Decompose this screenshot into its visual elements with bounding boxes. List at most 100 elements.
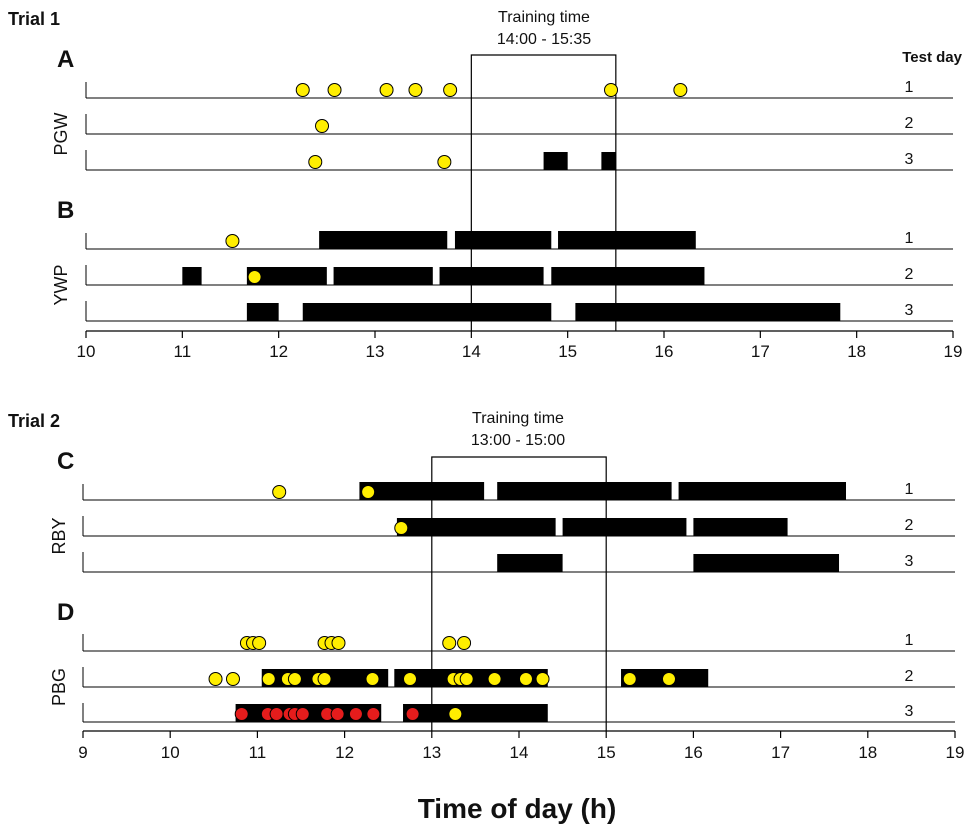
t1-x-tick-label-19: 19 (944, 342, 963, 361)
p-a-ylabel: PGW (51, 112, 71, 155)
p-d-day2-yellow-point-3 (261, 672, 276, 686)
t1-x-tick-label-13: 13 (366, 342, 385, 361)
training-title-trial-2: Training time (472, 410, 564, 427)
frame-layer (82, 54, 956, 738)
p-a-day1-yellow-point-5 (443, 83, 458, 97)
p-c-day3-label: 3 (905, 553, 914, 570)
p-d-day3-red-point-8 (330, 707, 345, 721)
p-d-day3-yellow-point-1 (448, 707, 463, 721)
p-c-day2-bar-3 (693, 518, 788, 536)
p-d-day3-red-point-11 (405, 707, 420, 721)
p-a-day1-yellow-point-2 (327, 83, 342, 97)
t1-x-tick-label-18: 18 (847, 342, 866, 361)
p-d-day2-label: 2 (905, 668, 914, 685)
bars-layer (182, 152, 846, 722)
p-d-day2-yellow-point-15 (535, 672, 550, 686)
p-a-day1-yellow-point-1 (295, 83, 310, 97)
p-b-day3-bar-2 (302, 303, 552, 321)
p-a-day1-yellow-point-3 (379, 83, 394, 97)
p-d-day2-yellow-point-5 (287, 672, 302, 686)
panel-a-letter: A (57, 46, 74, 73)
p-a-day1-yellow-point-7 (673, 83, 688, 97)
p-c-day1-yellow-point-1 (272, 485, 287, 499)
p-d-ylabel: PBG (49, 668, 69, 706)
p-b-day2-label: 2 (905, 266, 914, 283)
p-d-day2-yellow-point-12 (459, 672, 474, 686)
t2-x-tick-label-18: 18 (858, 743, 877, 762)
p-d-day1-yellow-point-7 (442, 636, 457, 650)
t2-x-tick-label-11: 11 (249, 743, 267, 762)
t2-x-tick-label-17: 17 (771, 743, 790, 762)
p-c-day2-bar-1 (396, 518, 556, 536)
t2-training-window (431, 456, 607, 731)
p-b-day2-bar-5 (551, 267, 705, 285)
p-d-day2-yellow-point-7 (317, 672, 332, 686)
trial-2-label: Trial 2 (8, 411, 60, 431)
p-b-day2-bar-1 (182, 267, 202, 285)
panel-b-letter: B (57, 197, 74, 224)
p-c-day1-bar-3 (678, 482, 846, 500)
p-d-day3-bar-2 (403, 704, 548, 722)
t1-x-tick-label-14: 14 (462, 342, 481, 361)
t2-x-tick-label-16: 16 (684, 743, 703, 762)
p-d-day2-yellow-point-8 (365, 672, 380, 686)
t2-x-tick-label-13: 13 (422, 743, 441, 762)
p-b-day3-label: 3 (905, 302, 914, 319)
p-d-day1-yellow-point-6 (331, 636, 346, 650)
p-b-day1-bar-3 (558, 231, 696, 249)
p-b-day3-bar-1 (246, 303, 279, 321)
p-b-day2-yellow-point-1 (247, 270, 262, 284)
p-c-day1-label: 1 (905, 481, 914, 498)
t2-x-tick-label-10: 10 (161, 743, 180, 762)
p-a-day3-label: 3 (905, 151, 914, 168)
p-b-ylabel: YWP (51, 264, 71, 305)
training-range-trial-2: 13:00 - 15:00 (471, 432, 565, 449)
p-b-day1-bar-2 (454, 231, 552, 249)
p-d-day1-yellow-point-8 (457, 636, 472, 650)
t2-x-tick-label-14: 14 (510, 743, 529, 762)
test-day-header: Test day (902, 49, 962, 66)
p-c-day1-bar-2 (497, 482, 672, 500)
t2-x-tick-label-9: 9 (78, 743, 87, 762)
points-layer (208, 83, 688, 721)
p-a-day3-bar-2 (601, 152, 616, 170)
p-d-day1-yellow-point-3 (252, 636, 267, 650)
p-b-day1-label: 1 (905, 230, 914, 247)
p-a-day3-yellow-point-2 (437, 155, 452, 169)
p-a-day2-label: 2 (905, 115, 914, 132)
panel-c-letter: C (57, 448, 74, 475)
p-d-day2-yellow-point-16 (622, 672, 637, 686)
p-d-day3-red-point-10 (366, 707, 381, 721)
p-d-day2-yellow-point-9 (403, 672, 417, 686)
t1-x-tick-label-17: 17 (751, 342, 770, 361)
p-c-day2-yellow-point-1 (394, 521, 409, 535)
p-c-day3-bar-1 (497, 554, 563, 572)
x-axis-title: Time of day (h) (418, 793, 617, 824)
p-b-day2-bar-4 (439, 267, 544, 285)
trial-1-label: Trial 1 (8, 9, 60, 29)
t1-x-tick-label-12: 12 (269, 342, 288, 361)
p-c-day1-bar-1 (359, 482, 485, 500)
p-b-day1-yellow-point-1 (225, 234, 240, 248)
p-d-day3-red-point-1 (234, 707, 249, 721)
t2-x-tick-label-19: 19 (946, 743, 965, 762)
t1-x-tick-label-11: 11 (174, 342, 192, 361)
p-b-day2-bar-3 (333, 267, 433, 285)
p-a-day1-yellow-point-4 (408, 83, 423, 97)
p-d-day2-yellow-point-14 (518, 672, 533, 686)
p-c-ylabel: RBY (49, 517, 69, 554)
p-c-day1-yellow-point-2 (361, 485, 376, 499)
t1-x-tick-label-16: 16 (655, 342, 674, 361)
p-b-day3-bar-3 (575, 303, 841, 321)
p-a-day3-bar-1 (543, 152, 568, 170)
p-a-day3-yellow-point-1 (308, 155, 323, 169)
p-d-day1-label: 1 (905, 632, 914, 649)
p-d-day3-label: 3 (905, 703, 914, 720)
p-c-day2-label: 2 (905, 517, 914, 534)
p-a-day2-yellow-point-1 (315, 119, 330, 133)
p-d-day3-red-point-6 (295, 707, 310, 721)
p-d-day2-yellow-point-17 (661, 672, 676, 686)
p-d-day3-red-point-9 (348, 707, 363, 721)
